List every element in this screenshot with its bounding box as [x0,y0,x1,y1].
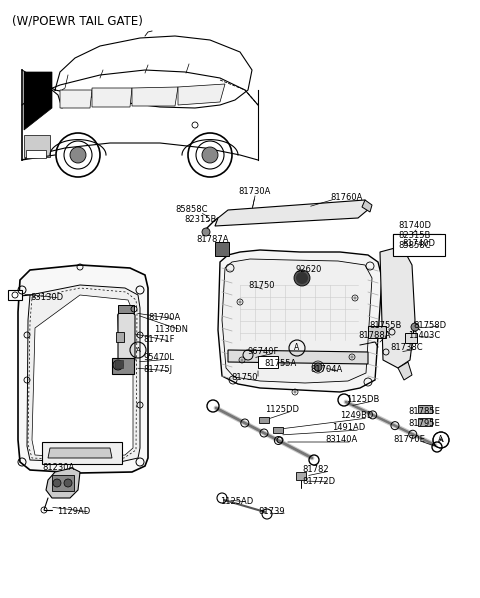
Polygon shape [46,468,80,498]
Polygon shape [132,87,178,106]
Text: 81772D: 81772D [302,477,335,486]
Text: 1130DN: 1130DN [154,325,188,334]
Text: 81738C: 81738C [390,343,422,352]
Bar [258,356,278,368]
Text: A: A [136,347,140,353]
Circle shape [239,301,241,304]
Polygon shape [228,350,368,364]
Polygon shape [48,448,112,458]
Text: 81790A: 81790A [148,313,180,322]
Polygon shape [215,200,370,226]
Text: 81704A: 81704A [310,365,342,374]
Text: 1125DD: 1125DD [265,405,299,414]
Text: 1491AD: 1491AD [332,423,365,432]
Text: 81795E: 81795E [408,420,440,429]
Polygon shape [60,90,92,108]
Text: 81740D: 81740D [403,240,435,249]
Circle shape [113,360,123,370]
Text: A: A [439,437,444,443]
Circle shape [240,358,243,362]
Circle shape [70,147,86,163]
Circle shape [294,270,310,286]
Text: 81755B: 81755B [369,321,401,329]
Polygon shape [92,88,132,107]
Text: 81770E: 81770E [393,435,425,444]
Bar [118,305,134,313]
Text: 83140A: 83140A [325,435,357,444]
Text: 81750: 81750 [248,280,275,289]
Circle shape [293,390,297,393]
Bar [405,333,417,343]
Text: 85858C: 85858C [398,242,431,251]
Text: 92620: 92620 [296,266,323,274]
Text: 81755A: 81755A [264,358,296,368]
Circle shape [64,479,72,487]
Circle shape [202,228,210,236]
Text: 82315B: 82315B [184,215,216,224]
Bar [418,405,432,413]
Polygon shape [27,285,140,462]
Text: 83130D: 83130D [30,294,63,303]
Text: A: A [294,343,300,352]
Text: 81782: 81782 [302,465,329,474]
Polygon shape [178,84,225,105]
Polygon shape [218,250,382,392]
Polygon shape [32,295,133,458]
Bar [259,417,269,423]
Text: 1129AD: 1129AD [57,508,90,517]
Bar [393,234,445,256]
Bar [368,326,386,338]
Circle shape [350,355,353,358]
Bar [418,418,432,426]
Polygon shape [362,200,372,212]
Bar [26,150,46,158]
Text: 81787A: 81787A [196,236,228,245]
Text: 1249BD: 1249BD [340,411,373,420]
Text: 81775J: 81775J [143,365,172,374]
Text: 85858C: 85858C [175,206,207,215]
Text: 81785E: 81785E [408,407,440,416]
Text: A: A [438,435,444,444]
Text: 81740D: 81740D [398,221,431,230]
Bar [8,290,22,300]
Polygon shape [222,259,372,383]
Text: 81760A: 81760A [330,194,362,203]
Polygon shape [118,308,135,368]
Text: 81771F: 81771F [143,335,175,344]
Text: 81788A: 81788A [358,331,391,340]
Text: 81750: 81750 [231,374,257,383]
Text: 81758D: 81758D [413,321,446,329]
Text: 96740F: 96740F [248,347,279,356]
Polygon shape [380,248,415,368]
Bar [112,358,134,374]
Polygon shape [18,265,148,473]
Bar [296,472,306,480]
Bar [393,234,441,254]
Text: (W/POEWR TAIL GATE): (W/POEWR TAIL GATE) [12,14,143,27]
Bar [116,332,124,342]
Bar [215,242,229,256]
Text: 81739: 81739 [258,508,285,517]
Circle shape [353,297,357,300]
Polygon shape [24,72,52,130]
Circle shape [314,363,322,371]
Bar [42,442,122,464]
Bar [115,360,123,368]
Text: 95470L: 95470L [143,353,174,362]
Bar [52,475,74,491]
Circle shape [53,479,61,487]
Circle shape [411,323,419,331]
Circle shape [296,272,308,284]
Bar [273,427,283,433]
Circle shape [202,147,218,163]
Polygon shape [398,362,412,380]
Text: 1125AD: 1125AD [220,498,253,507]
Text: 82315B: 82315B [398,231,431,240]
Bar [24,135,50,157]
Text: 81230A: 81230A [42,462,74,471]
Text: 1125DB: 1125DB [346,395,379,404]
Text: 81730A: 81730A [239,188,271,197]
Text: 11403C: 11403C [408,331,440,340]
